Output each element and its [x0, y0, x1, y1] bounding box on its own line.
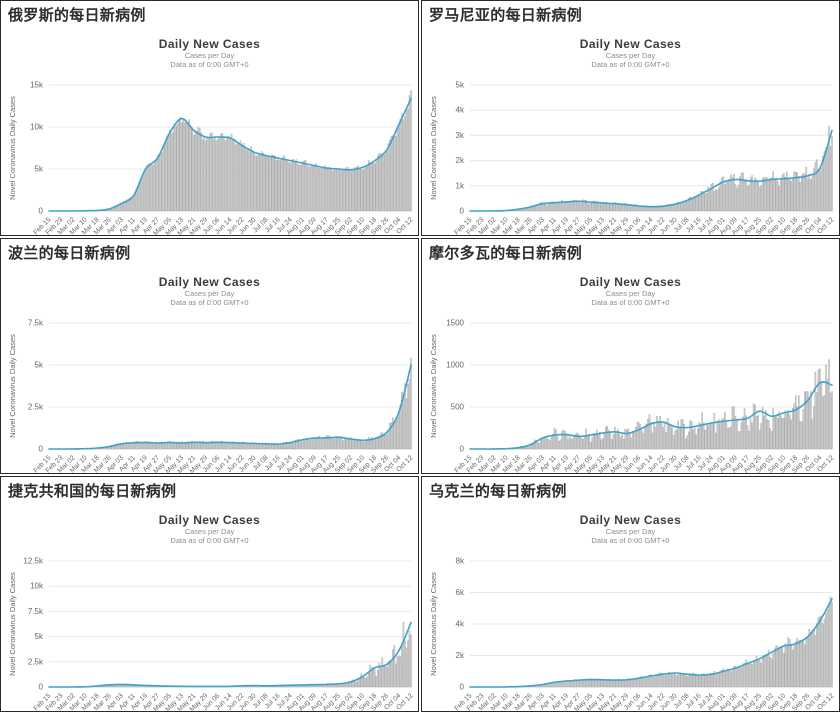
- svg-text:6k: 6k: [456, 588, 465, 597]
- chart-subtitle-cases-per-day: Cases per Day: [184, 51, 235, 60]
- svg-text:8k: 8k: [456, 557, 465, 566]
- chart-panel-russia: 俄罗斯的每日新病例 Daily New Cases Cases per Day …: [0, 0, 419, 236]
- chart-title: Daily New Cases: [579, 275, 682, 289]
- chart-subtitle-cases-per-day: Cases per Day: [605, 527, 656, 536]
- chart-subtitle-data-asof: Data as of 0:00 GMT+0: [170, 536, 249, 545]
- svg-text:10k: 10k: [30, 582, 44, 591]
- svg-text:4k: 4k: [456, 106, 465, 115]
- panel-title-poland: 波兰的每日新病例: [8, 245, 131, 262]
- svg-text:1000: 1000: [446, 361, 464, 370]
- chart-title: Daily New Cases: [579, 513, 682, 527]
- chart-plot-poland: 0 2.5k 5k 7.5k Novel Coronavirus Daily Cases…: [1, 311, 418, 474]
- chart-subtitle-data-asof: Data as of 0:00 GMT+0: [591, 298, 670, 307]
- chart-plot-czech-republic: 0 2.5k 5k 7.5k 10k 12.5k Novel Coronavirus Dai…: [1, 549, 418, 712]
- chart-plot-russia: 0 5k 10k 15k Novel Coronavirus Daily Cases Fe…: [1, 73, 418, 236]
- panel-title-moldova: 摩尔多瓦的每日新病例: [429, 245, 583, 262]
- chart-subtitle-cases-per-day: Cases per Day: [184, 289, 235, 298]
- svg-text:2.5k: 2.5k: [28, 403, 44, 412]
- chart-plot-ukraine: 0 2k 4k 6k 8k Novel Coronavirus Daily Cases Fe…: [422, 549, 839, 712]
- chart-header: Daily New Cases Cases per Day Data as of…: [1, 513, 418, 545]
- chart-subtitle-data-asof: Data as of 0:00 GMT+0: [170, 60, 249, 69]
- panel-title-romania: 罗马尼亚的每日新病例: [429, 7, 583, 24]
- chart-title: Daily New Cases: [158, 275, 261, 289]
- chart-subtitle-data-asof: Data as of 0:00 GMT+0: [591, 536, 670, 545]
- svg-text:1500: 1500: [446, 319, 464, 328]
- chart-subtitle-cases-per-day: Cases per Day: [605, 51, 656, 60]
- svg-text:0: 0: [39, 207, 44, 216]
- panel-title-russia: 俄罗斯的每日新病例: [8, 7, 146, 24]
- chart-subtitle-cases-per-day: Cases per Day: [605, 289, 656, 298]
- chart-title: Daily New Cases: [579, 37, 682, 51]
- chart-panel-moldova: 摩尔多瓦的每日新病例 Daily New Cases Cases per Day…: [421, 238, 840, 474]
- chart-header: Daily New Cases Cases per Day Data as of…: [422, 275, 839, 307]
- chart-panel-romania: 罗马尼亚的每日新病例 Daily New Cases Cases per Day…: [421, 0, 840, 236]
- chart-subtitle-data-asof: Data as of 0:00 GMT+0: [170, 298, 249, 307]
- chart-plot-moldova: 0 500 1000 1500 Novel Coronavirus Daily Case…: [422, 311, 839, 474]
- chart-plot-romania: 0 1k 2k 3k 4k 5k Novel Coronavirus Daily Cases…: [422, 73, 839, 236]
- chart-header: Daily New Cases Cases per Day Data as of…: [422, 513, 839, 545]
- svg-text:0: 0: [39, 683, 44, 692]
- panel-title-ukraine: 乌克兰的每日新病例: [429, 483, 567, 500]
- svg-text:2k: 2k: [456, 156, 465, 165]
- svg-text:5k: 5k: [456, 81, 465, 90]
- svg-text:7.5k: 7.5k: [28, 319, 44, 328]
- svg-text:7.5k: 7.5k: [28, 607, 44, 616]
- svg-text:5k: 5k: [35, 165, 44, 174]
- svg-text:Novel Coronavirus Daily Cases: Novel Coronavirus Daily Cases: [8, 572, 17, 676]
- svg-text:3k: 3k: [456, 131, 465, 140]
- chart-header: Daily New Cases Cases per Day Data as of…: [422, 37, 839, 69]
- chart-panel-ukraine: 乌克兰的每日新病例 Daily New Cases Cases per Day …: [421, 476, 840, 712]
- svg-text:12.5k: 12.5k: [23, 557, 44, 566]
- chart-panel-poland: 波兰的每日新病例 Daily New Cases Cases per Day D…: [0, 238, 419, 474]
- svg-text:5k: 5k: [35, 361, 44, 370]
- chart-subtitle-data-asof: Data as of 0:00 GMT+0: [591, 60, 670, 69]
- panel-title-czech-republic: 捷克共和国的每日新病例: [8, 483, 177, 500]
- chart-header: Daily New Cases Cases per Day Data as of…: [1, 275, 418, 307]
- svg-text:5k: 5k: [35, 632, 44, 641]
- svg-text:Novel Coronavirus Daily Cases: Novel Coronavirus Daily Cases: [8, 334, 17, 438]
- svg-text:0: 0: [460, 683, 465, 692]
- svg-text:Novel Coronavirus Daily Cases: Novel Coronavirus Daily Cases: [429, 572, 438, 676]
- svg-text:2k: 2k: [456, 651, 465, 660]
- svg-text:500: 500: [451, 403, 465, 412]
- svg-text:2.5k: 2.5k: [28, 657, 44, 666]
- svg-text:15k: 15k: [30, 81, 44, 90]
- svg-text:10k: 10k: [30, 123, 44, 132]
- svg-text:4k: 4k: [456, 620, 465, 629]
- svg-text:0: 0: [39, 445, 44, 454]
- chart-panel-czech-republic: 捷克共和国的每日新病例 Daily New Cases Cases per Da…: [0, 476, 419, 712]
- svg-text:0: 0: [460, 445, 465, 454]
- svg-text:Novel Coronavirus Daily Cases: Novel Coronavirus Daily Cases: [8, 96, 17, 200]
- svg-text:1k: 1k: [456, 181, 465, 190]
- svg-text:Novel Coronavirus Daily Cases: Novel Coronavirus Daily Cases: [429, 334, 438, 438]
- chart-title: Daily New Cases: [158, 37, 261, 51]
- chart-header: Daily New Cases Cases per Day Data as of…: [1, 37, 418, 69]
- chart-subtitle-cases-per-day: Cases per Day: [184, 527, 235, 536]
- svg-text:Novel Coronavirus Daily Cases: Novel Coronavirus Daily Cases: [429, 96, 438, 200]
- chart-title: Daily New Cases: [158, 513, 261, 527]
- svg-text:0: 0: [460, 207, 465, 216]
